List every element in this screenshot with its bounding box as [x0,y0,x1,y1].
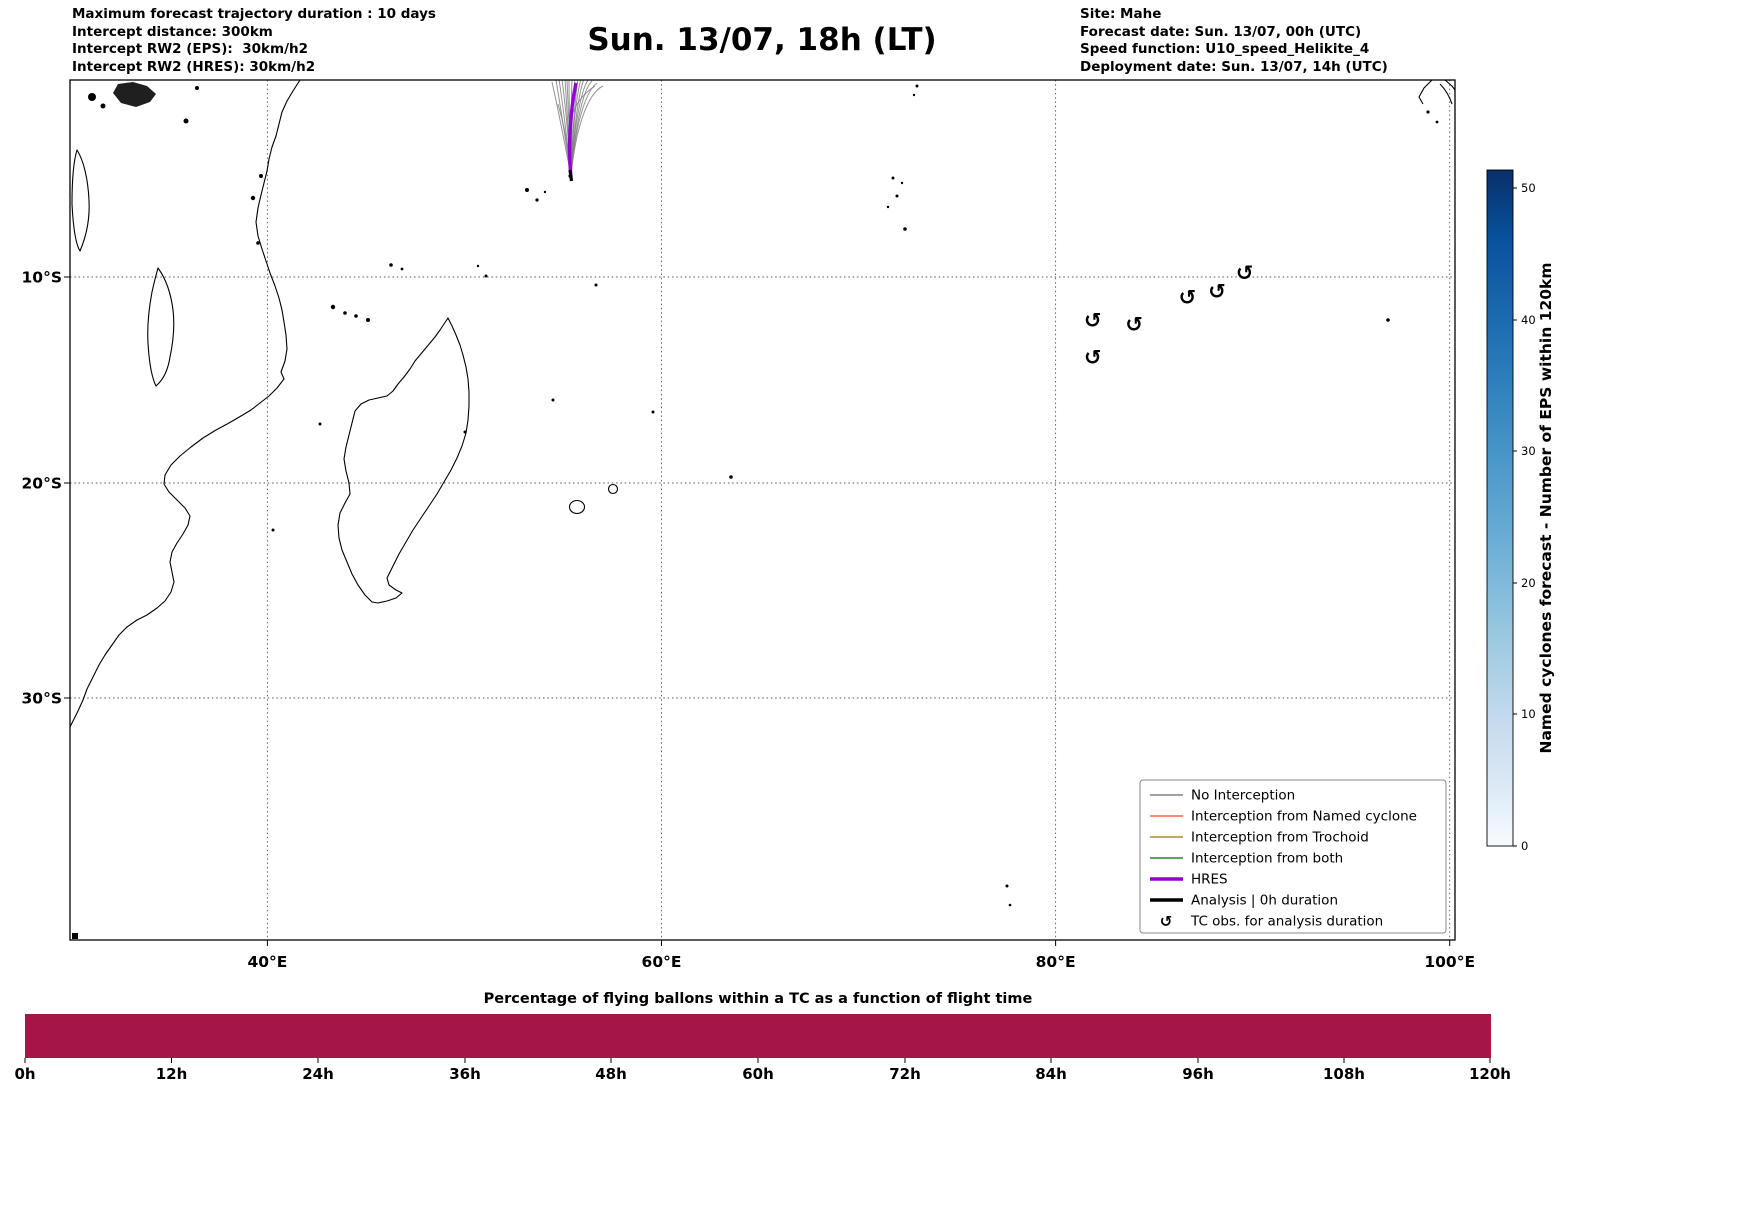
tc-obs-icon: ↺ [1125,312,1143,336]
bottom-axis-labels: 0h 12h 24h 36h 48h 60h 72h 84h 96h 108h … [14,1065,1511,1083]
legend: No Interception Interception from Named … [1139,779,1447,934]
figure-title: Sun. 13/07, 18h (LT) [587,22,937,58]
map-gridlines [70,80,1455,940]
meta-forecast-date: Forecast date: Sun. 13/07, 00h (UTC) [1080,23,1362,40]
x-tick-100e: 100°E [1424,953,1475,971]
legend-item-both: Interception from both [1150,851,1343,867]
x-axis-labels: 40°E 60°E 80°E 100°E [247,953,1475,971]
tc-obs-icon: ↺ [1084,345,1102,369]
legend-label: Analysis | 0h duration [1191,893,1338,909]
colorbar-gradient [1486,169,1514,847]
island-dots [72,82,1439,939]
forecast-parameters: Maximum forecast trajectory duration : 1… [72,6,436,76]
bottom-axis-ticks [24,1058,1491,1063]
legend-label: Interception from Trochoid [1191,830,1369,846]
param-intercept-rw2-hres: Intercept RW2 (HRES): 30km/h2 [72,58,316,75]
y-tick-20s: 20°S [22,475,62,493]
flight-time-tick: 120h [1469,1065,1511,1083]
legend-item-trochoid: Interception from Trochoid [1150,830,1369,846]
y-tick-10s: 10°S [22,269,62,287]
lake-tanganyika [71,149,90,252]
flight-time-tick: 60h [742,1065,774,1083]
tc-obs-icon: ↺ [1208,279,1226,303]
lake-malawi [147,267,175,387]
axis-tick-marks [64,276,1451,946]
legend-label: No Interception [1191,788,1295,804]
legend-label: TC obs. for analysis duration [1190,914,1383,930]
map-frame [69,79,1456,941]
legend-item-analysis: Analysis | 0h duration [1150,893,1338,909]
africa-east-coast [70,80,301,728]
meta-deployment-date: Deployment date: Sun. 13/07, 14h (UTC) [1080,58,1388,75]
legend-item-no-interception: No Interception [1150,788,1295,804]
colorbar-tick-0: 0 [1521,839,1528,853]
legend-label: Interception from Named cyclone [1191,809,1417,825]
tc-obs-legend-icon: ↺ [1160,913,1173,931]
x-tick-40e: 40°E [247,953,287,971]
y-axis-labels: 10°S 20°S 30°S [22,269,62,708]
colorbar-label: Named cyclones forecast - Number of EPS … [1537,263,1555,754]
flight-time-tick: 12h [156,1065,188,1083]
colorbar-tick-marks [1513,187,1517,847]
sumatra-fragment [1418,80,1433,105]
flight-time-tick: 108h [1323,1065,1365,1083]
tc-percentage-bar [25,1014,1491,1058]
flight-time-tick: 84h [1035,1065,1067,1083]
tc-obs-icon: ↺ [1084,308,1102,332]
tc-obs-icon: ↺ [1236,261,1254,285]
y-tick-30s: 30°S [22,690,62,708]
legend-item-named-cyclone: Interception from Named cyclone [1150,809,1417,825]
param-intercept-rw2-eps: Intercept RW2 (EPS): 30km/h2 [72,41,308,57]
flight-time-tick: 48h [595,1065,627,1083]
param-intercept-distance: Intercept distance: 300km [72,23,273,40]
reunion-island [568,499,586,515]
legend-box [1139,779,1447,934]
hres-trajectory [567,82,578,178]
legend-item-tc-obs: ↺ TC obs. for analysis duration [1160,913,1384,931]
flight-time-tick: 36h [449,1065,481,1083]
tc-obs-icon: ↺ [1178,286,1196,310]
forecast-metadata: Site: Mahe Forecast date: Sun. 13/07, 00… [1080,6,1388,76]
legend-item-hres: HRES [1150,872,1228,888]
meta-site: Site: Mahe [1080,6,1162,22]
flight-time-tick: 24h [302,1065,334,1083]
corner-coast [1444,80,1455,91]
bottom-bar-chart: Percentage of flying ballons within a TC… [14,991,1511,1083]
tc-observations: ↺ ↺ ↺ ↺ ↺ ↺ [1084,261,1253,369]
trajectory-bundle [551,80,604,177]
analysis-segment [568,169,574,182]
x-tick-60e: 60°E [642,953,682,971]
colorbar-tick-20: 20 [1521,576,1536,590]
mauritius-island [607,483,619,495]
meta-speed-function: Speed function: U10_speed_Helikite_4 [1080,41,1370,57]
x-tick-80e: 80°E [1036,953,1076,971]
legend-label: HRES [1191,872,1228,888]
colorbar-tick-10: 10 [1521,707,1536,721]
param-max-duration: Maximum forecast trajectory duration : 1… [72,6,436,22]
legend-label: Interception from both [1191,851,1343,867]
colorbar-tick-50: 50 [1521,181,1536,195]
flight-time-tick: 96h [1182,1065,1214,1083]
sumatra-fragment-2 [1439,83,1453,105]
colorbar: 0 10 20 30 40 50 Named cyclones forecast… [1486,169,1555,853]
flight-time-tick: 0h [14,1065,35,1083]
colorbar-tick-40: 40 [1521,313,1536,327]
colorbar-tick-30: 30 [1521,444,1536,458]
coastlines [70,80,1455,728]
flight-time-tick: 72h [889,1065,921,1083]
madagascar-coast [337,317,470,604]
bottom-chart-title: Percentage of flying ballons within a TC… [484,991,1033,1007]
